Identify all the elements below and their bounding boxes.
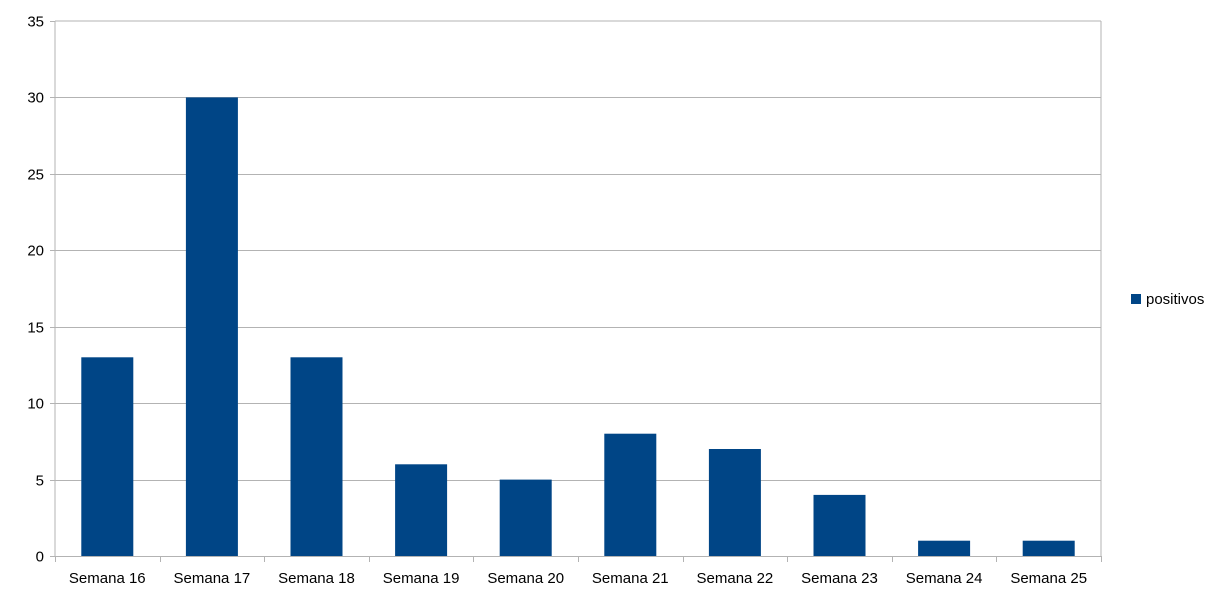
y-tick-label: 5 <box>36 473 44 490</box>
bars <box>81 97 1075 557</box>
axes <box>50 20 1102 562</box>
bar <box>185 97 238 557</box>
x-tick-label: Semana 23 <box>801 570 878 587</box>
y-tick-label: 20 <box>27 243 44 260</box>
y-tick-label: 35 <box>27 14 44 31</box>
bar <box>499 479 552 556</box>
legend-label: positivos <box>1146 291 1204 308</box>
bar <box>1022 540 1075 556</box>
bar <box>81 357 134 556</box>
x-tick-label: Semana 17 <box>174 570 251 587</box>
bar <box>708 449 761 556</box>
x-tick-label: Semana 19 <box>383 570 460 587</box>
y-tick-label: 15 <box>27 320 44 337</box>
y-tick-label: 10 <box>27 396 44 413</box>
bar <box>813 494 866 556</box>
legend-swatch <box>1131 294 1141 304</box>
y-tick-label: 30 <box>27 90 44 107</box>
x-tick-label: Semana 22 <box>697 570 774 587</box>
x-tick-labels: Semana 16 Semana 17 Semana 18 Semana 19 Sema… <box>69 570 1087 587</box>
x-tick-label: Semana 25 <box>1010 570 1087 587</box>
bar <box>290 357 343 556</box>
y-tick-label: 0 <box>36 549 44 566</box>
x-tick-label: Semana 18 <box>278 570 355 587</box>
x-tick-label: Semana 16 <box>69 570 146 587</box>
y-tick-labels: 0 5 10 15 20 25 30 35 <box>27 14 44 566</box>
y-tick-label: 25 <box>27 167 44 184</box>
x-tick-label: Semana 24 <box>906 570 983 587</box>
bar <box>604 433 657 556</box>
x-tick-label: Semana 20 <box>487 570 564 587</box>
x-tick-label: Semana 21 <box>592 570 669 587</box>
bar <box>918 540 971 556</box>
bar <box>395 464 448 556</box>
legend: positivos <box>1131 291 1204 308</box>
